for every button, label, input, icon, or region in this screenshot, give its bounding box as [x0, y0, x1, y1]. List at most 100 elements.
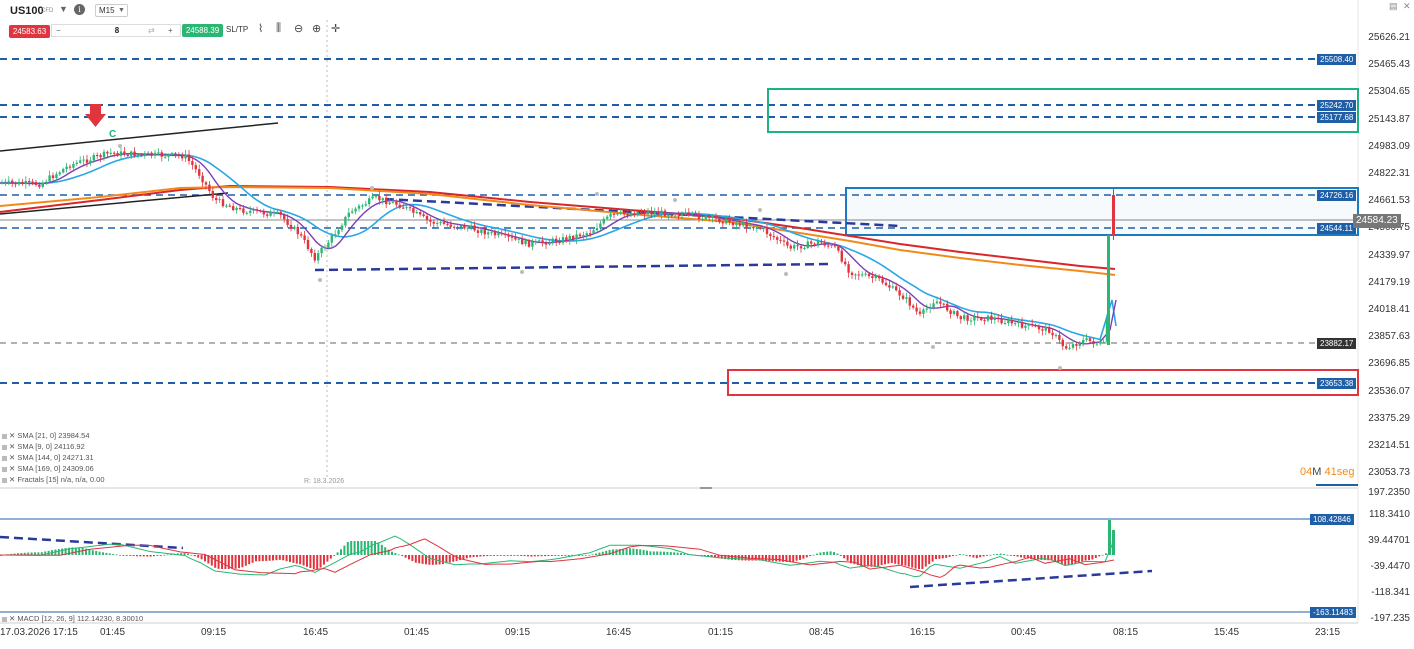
increase-button[interactable]: +	[168, 26, 173, 35]
window-restore-icon[interactable]: ▤	[1389, 1, 1398, 11]
macd-histogram-bar	[1023, 555, 1026, 558]
macd-histogram-bar	[408, 555, 410, 560]
legend-item[interactable]: ✕ SMA [144, 0] 24271.31	[2, 453, 94, 462]
macd-histogram-bar	[962, 554, 965, 556]
candle-body	[1078, 343, 1081, 346]
candle-body	[170, 153, 174, 155]
quantity-value[interactable]: 8	[114, 26, 120, 35]
macd-histogram-bar	[703, 555, 706, 557]
legend-checkbox[interactable]	[2, 477, 7, 483]
candle-body	[813, 243, 816, 245]
candle-body	[963, 315, 966, 320]
macd-axis-label: -118.341	[1371, 587, 1410, 598]
close-icon[interactable]: ✕	[1403, 1, 1411, 11]
candle-body	[374, 195, 378, 197]
macd-histogram-bar	[710, 555, 713, 558]
candle-body	[466, 227, 469, 229]
legend-checkbox[interactable]	[2, 444, 7, 450]
macd-histogram-bar	[754, 555, 757, 561]
macd-histogram-bar	[61, 548, 64, 555]
macd-histogram-bar	[445, 555, 448, 564]
candle-body	[538, 240, 541, 242]
macd-histogram-bar	[992, 554, 995, 556]
candle-body	[215, 197, 218, 201]
macd-legend[interactable]: ✕ MACD [12, 26, 9] 112.14230, 8.30010	[2, 614, 143, 623]
candles-icon[interactable]: ⫼	[276, 22, 282, 34]
macd-histogram-bar	[635, 548, 638, 555]
candle-body	[198, 169, 201, 176]
macd-histogram-bar	[805, 555, 808, 558]
macd-histogram-bar	[1033, 555, 1036, 560]
line-style-icon[interactable]: ⌇	[258, 23, 264, 35]
legend-item[interactable]: ✕ SMA [9, 0] 24116.92	[2, 442, 85, 451]
buy-button[interactable]: 24588.39	[182, 24, 223, 37]
crosshair-icon[interactable]: ✛	[331, 23, 341, 35]
candle-body	[269, 212, 272, 216]
candle-body	[742, 222, 745, 226]
candle-body	[439, 222, 442, 224]
candle-body	[1024, 325, 1027, 328]
swap-icon[interactable]: ⇄	[148, 26, 155, 35]
macd-histogram-bar	[856, 555, 859, 566]
legend-checkbox[interactable]	[2, 616, 7, 622]
decrease-button[interactable]: −	[56, 26, 61, 35]
macd-histogram-bar	[176, 553, 179, 555]
legend-item[interactable]: ✕ Fractals [15] n/a, n/a, 0.00	[2, 475, 105, 484]
candle-body	[191, 161, 194, 166]
candle-body	[874, 275, 877, 279]
macd-histogram-bar	[64, 548, 67, 555]
macd-histogram-bar	[1003, 554, 1005, 555]
candle-body	[480, 229, 483, 233]
symbol-label[interactable]: US100	[10, 5, 44, 17]
quantity-stepper[interactable]: − 8 ⇄ +	[51, 24, 181, 37]
candle-body	[21, 181, 24, 184]
macd-histogram-bar	[877, 555, 880, 567]
timeframe-select[interactable]: M15 ▼	[95, 4, 128, 17]
candle-body	[41, 182, 44, 187]
macd-histogram-bar	[428, 555, 431, 565]
macd-histogram-bar	[363, 541, 366, 555]
candle-body	[262, 211, 265, 215]
legend-item[interactable]: ✕ SMA [169, 0] 24309.06	[2, 464, 94, 473]
macd-histogram-bar	[27, 552, 30, 555]
candle-body	[259, 210, 262, 212]
macd-histogram-bar	[714, 555, 716, 558]
zoom-in-icon[interactable]: ⊕	[312, 23, 322, 35]
macd-histogram-bar	[595, 553, 597, 555]
legend-checkbox[interactable]	[2, 466, 7, 472]
legend-checkbox[interactable]	[2, 455, 7, 461]
candle-body	[575, 234, 578, 240]
moving-averages	[0, 152, 1117, 345]
sltp-button[interactable]: SL/TP	[226, 25, 249, 34]
candle-body	[711, 215, 714, 218]
legend-checkbox[interactable]	[2, 433, 7, 439]
macd-histogram-bar	[795, 555, 798, 561]
macd-histogram-bar	[826, 551, 829, 555]
legend-item[interactable]: ✕ SMA [21, 0] 23984.54	[2, 431, 90, 440]
sell-button[interactable]: 24583.63	[9, 24, 50, 38]
candle-body	[296, 226, 299, 235]
candle-body	[969, 320, 973, 322]
candle-body	[1000, 318, 1003, 324]
macd-histogram-bar	[608, 549, 611, 555]
macd-histogram-bar	[734, 555, 737, 561]
candle-body	[102, 151, 106, 158]
macd-value-tag: 108.42846	[1310, 514, 1354, 525]
cfd-badge: CFD	[41, 8, 54, 14]
candle-body	[303, 235, 306, 241]
candle-body	[840, 250, 843, 262]
candle-body	[24, 180, 27, 184]
zoom-out-icon[interactable]: ⊖	[294, 23, 304, 35]
macd-histogram-bar	[166, 554, 169, 556]
info-icon[interactable]: i	[74, 4, 85, 15]
macd-histogram-bar	[34, 552, 36, 555]
macd-histogram-bar	[897, 555, 900, 565]
candle-body	[344, 216, 347, 226]
macd-histogram-bar	[122, 555, 125, 556]
candle-body	[517, 238, 520, 240]
time-axis-label: 17.03.2026 17:15	[0, 627, 78, 638]
candle-body	[150, 152, 153, 156]
macd-histogram-bar	[499, 555, 502, 556]
symbol-dropdown-icon[interactable]: ▼	[59, 4, 68, 14]
